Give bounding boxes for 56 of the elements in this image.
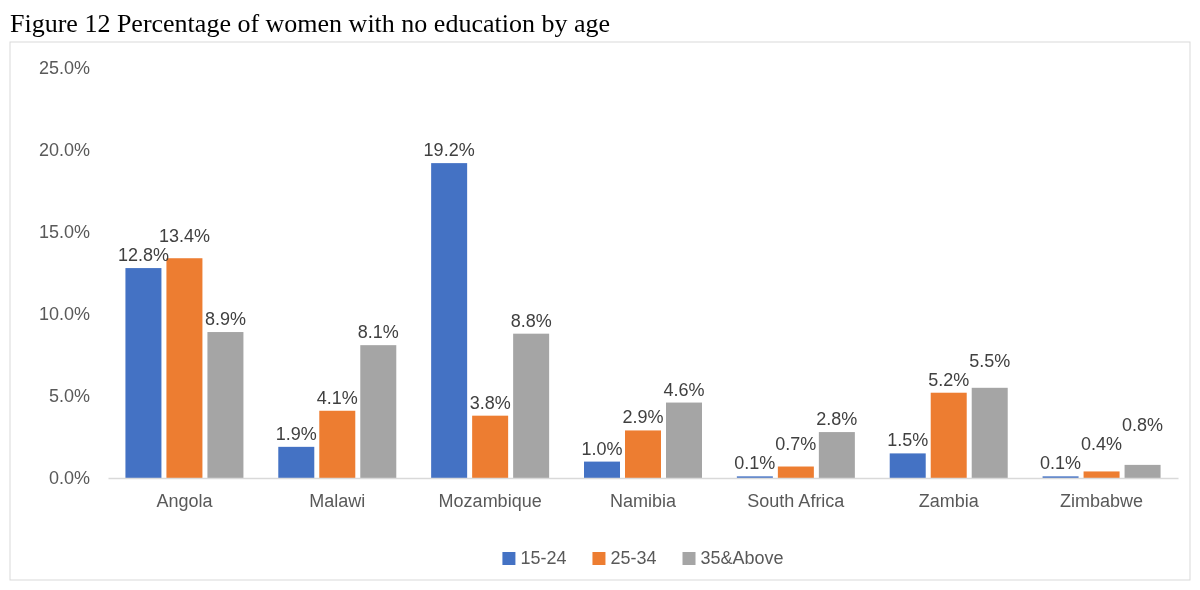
bar xyxy=(319,410,356,478)
y-tick-label: 5.0% xyxy=(48,386,90,407)
bar xyxy=(889,453,926,478)
x-tick-label: Zimbabwe xyxy=(1060,490,1144,511)
data-label: 4.1% xyxy=(316,387,358,408)
x-tick-label: Namibia xyxy=(609,490,677,511)
bar xyxy=(207,332,244,478)
bar xyxy=(431,163,468,478)
bar xyxy=(1124,464,1161,478)
y-tick-label: 10.0% xyxy=(38,304,90,325)
x-tick-label: South Africa xyxy=(747,490,846,511)
y-tick-label: 20.0% xyxy=(38,140,90,161)
y-tick-label: 0.0% xyxy=(48,468,90,489)
chart-title: Figure 12 Percentage of women with no education by age xyxy=(10,9,610,38)
data-label: 1.0% xyxy=(581,438,623,459)
bar xyxy=(472,415,509,478)
legend-label: 15-24 xyxy=(520,548,567,568)
y-tick-label: 15.0% xyxy=(38,222,90,243)
data-label: 8.1% xyxy=(357,322,399,343)
bar xyxy=(1083,471,1120,478)
data-label: 19.2% xyxy=(423,140,475,161)
y-tick-label: 25.0% xyxy=(38,58,90,79)
bar xyxy=(513,333,550,478)
data-label: 0.7% xyxy=(775,434,817,455)
data-label: 8.9% xyxy=(204,309,246,330)
data-label: 2.9% xyxy=(622,407,664,428)
data-label: 0.1% xyxy=(1040,453,1082,474)
data-label: 0.4% xyxy=(1081,434,1123,455)
x-tick-label: Zambia xyxy=(918,490,980,511)
data-label: 5.2% xyxy=(928,369,970,390)
bar xyxy=(584,461,620,478)
bar xyxy=(125,268,162,478)
data-label: 3.8% xyxy=(469,392,511,413)
data-label: 4.6% xyxy=(663,379,705,400)
x-tick-label: Mozambique xyxy=(438,490,542,511)
bar xyxy=(930,392,967,478)
data-label: 5.5% xyxy=(969,350,1011,371)
data-label: 1.9% xyxy=(275,423,317,444)
legend-label: 35&Above xyxy=(700,548,784,568)
legend-label: 25-34 xyxy=(610,548,657,568)
bar xyxy=(278,446,315,478)
bar xyxy=(360,345,397,478)
data-label: 2.8% xyxy=(816,409,858,430)
bar xyxy=(625,430,661,478)
data-label: 0.8% xyxy=(1122,415,1164,436)
bar xyxy=(971,387,1008,478)
data-label: 13.4% xyxy=(158,226,210,247)
data-label: 8.8% xyxy=(510,310,552,331)
data-label: 0.1% xyxy=(734,453,776,474)
data-label: 12.8% xyxy=(117,245,169,266)
x-tick-label: Malawi xyxy=(309,490,366,511)
bar xyxy=(777,466,814,478)
bar xyxy=(818,432,855,478)
data-label: 1.5% xyxy=(887,430,929,451)
x-tick-label: Angola xyxy=(156,490,214,511)
bar xyxy=(666,402,702,478)
